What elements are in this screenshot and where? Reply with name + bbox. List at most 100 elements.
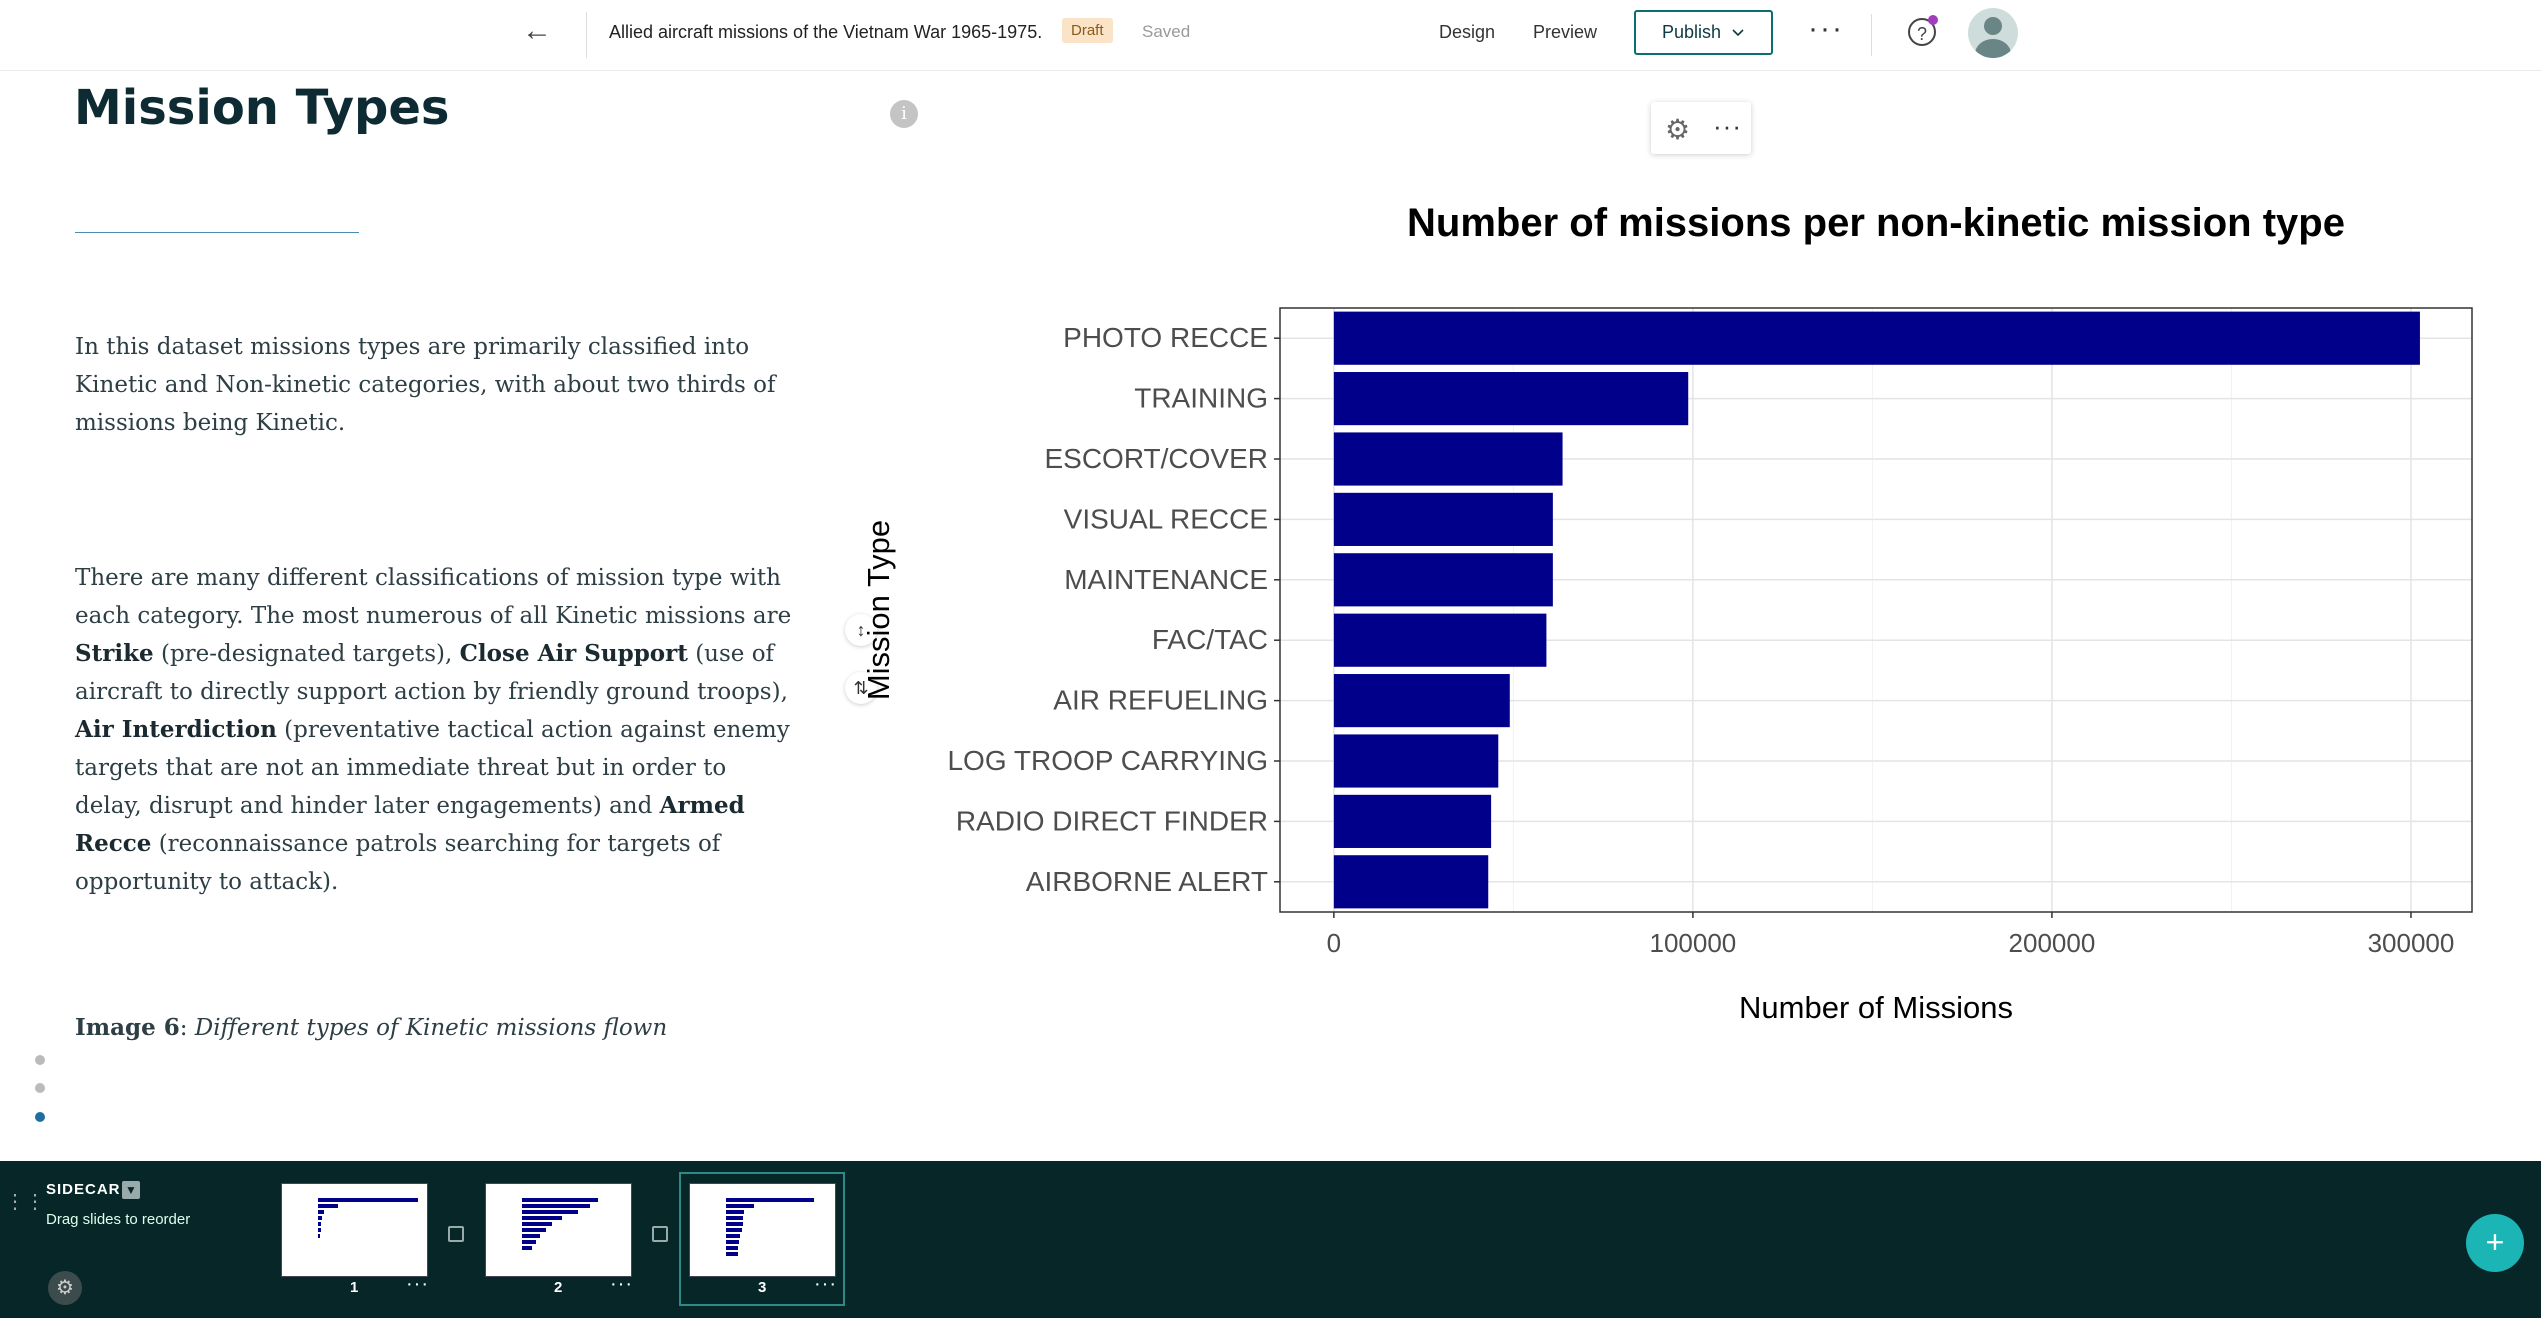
- gear-icon[interactable]: ⚙: [1665, 114, 1691, 145]
- more-options-icon[interactable]: ···: [1808, 12, 1844, 45]
- caption-text: Different types of Kinetic missions flow…: [194, 1015, 668, 1041]
- x-axis-label: Number of Missions: [1739, 990, 2013, 1025]
- bold-term: Close Air Support: [459, 640, 688, 667]
- thumb-bar: [726, 1210, 744, 1214]
- slide-thumbnail-1[interactable]: [281, 1183, 428, 1277]
- thumb-bar: [318, 1198, 418, 1202]
- story-title: Allied aircraft missions of the Vietnam …: [609, 22, 1043, 42]
- info-icon[interactable]: i: [890, 100, 918, 128]
- bold-term: Air Interdiction: [75, 716, 277, 743]
- y-tick-label: VISUAL RECCE: [1064, 503, 1268, 534]
- slide-thumbnail-2[interactable]: [485, 1183, 632, 1277]
- thumb-bar: [522, 1246, 532, 1250]
- bar: [1333, 613, 1547, 667]
- x-tick-label: 300000: [2368, 928, 2455, 958]
- preview-button[interactable]: Preview: [1533, 22, 1598, 42]
- thumb-bar: [318, 1222, 321, 1226]
- more-options-icon[interactable]: ···: [610, 1273, 633, 1295]
- paragraph-intro: In this dataset missions types are prima…: [75, 334, 776, 436]
- thumb-bar: [318, 1204, 338, 1208]
- y-tick-label: PHOTO RECCE: [1063, 322, 1268, 353]
- drag-handle-icon[interactable]: ⋮⋮: [5, 1191, 45, 1213]
- page-title: Mission Types: [74, 80, 450, 136]
- thumb-bar: [726, 1216, 743, 1220]
- x-tick-label: 100000: [1650, 928, 1737, 958]
- avatar[interactable]: [1968, 8, 2018, 58]
- more-options-icon[interactable]: ···: [1713, 111, 1742, 141]
- plot-border: [1279, 307, 2473, 913]
- bar-chart: PHOTO RECCE TRAINING ESCORT/COVER VISUAL RE…: [861, 201, 2473, 1025]
- publish-label: Publish: [1661, 22, 1722, 42]
- y-tick-label: ESCORT/COVER: [1044, 443, 1268, 474]
- bar: [1333, 855, 1489, 909]
- settings-icon[interactable]: ⚙: [48, 1271, 82, 1305]
- thumb-bar: [318, 1210, 324, 1214]
- image-caption: Image 6: Different types of Kinetic miss…: [75, 1014, 668, 1041]
- text-run: There are many different classifications…: [75, 565, 792, 629]
- caption-label: Image 6: [75, 1014, 180, 1041]
- thumb-bar: [522, 1228, 546, 1232]
- y-tick-label: AIRBORNE ALERT: [1026, 866, 1268, 897]
- bar: [1333, 372, 1689, 426]
- chevron-down-icon: [1732, 28, 1744, 36]
- divider: [75, 232, 359, 233]
- slide-dot-2[interactable]: [35, 1083, 45, 1093]
- chevron-down-icon[interactable]: ▼: [122, 1181, 140, 1199]
- media-toolbar: ⚙ ···: [1651, 102, 1751, 154]
- text-run: (use of aircraft to directly support act…: [75, 641, 788, 705]
- y-tick-label: RADIO DIRECT FINDER: [956, 805, 1268, 836]
- bold-term: Armed Recce: [75, 792, 745, 857]
- thumb-bar: [522, 1204, 590, 1208]
- help-icon[interactable]: ?: [1908, 18, 1936, 46]
- avatar-body: [1975, 39, 2011, 58]
- save-status: Saved: [1142, 22, 1191, 41]
- thumb-bar: [726, 1246, 738, 1250]
- bar: [1333, 794, 1492, 848]
- more-options-icon[interactable]: ···: [406, 1273, 429, 1295]
- bold-term: Strike: [75, 640, 154, 667]
- y-tick-label: AIR REFUELING: [1053, 685, 1268, 716]
- add-slide-button[interactable]: +: [2466, 1214, 2524, 1272]
- thumb-bar: [318, 1216, 322, 1220]
- duplicate-icon[interactable]: [652, 1226, 668, 1242]
- bar: [1333, 553, 1553, 607]
- slide-dot-3[interactable]: [35, 1112, 45, 1122]
- thumb-bar: [726, 1204, 754, 1208]
- publish-button[interactable]: Publish: [1634, 10, 1773, 55]
- arrow-left-icon[interactable]: ←: [522, 14, 552, 47]
- y-tick-label: LOG TROOP CARRYING: [947, 745, 1268, 776]
- thumb-bar: [522, 1216, 562, 1220]
- thumb-bar: [318, 1228, 321, 1232]
- thumb-bar: [522, 1210, 578, 1214]
- duplicate-icon[interactable]: [448, 1226, 464, 1242]
- slide-dot-1[interactable]: [35, 1055, 45, 1065]
- chart-title: Number of missions per non-kinetic missi…: [1407, 201, 2345, 245]
- paragraph-mission-types: There are many different classifications…: [75, 559, 795, 901]
- design-button[interactable]: Design: [1439, 22, 1496, 42]
- top-bar: ← Allied aircraft missions of the Vietna…: [0, 0, 2541, 71]
- bar: [1333, 432, 1563, 486]
- avatar-head: [1984, 17, 2002, 35]
- reorder-hint: Drag slides to reorder: [46, 1211, 191, 1228]
- bar: [1333, 734, 1499, 788]
- more-options-icon[interactable]: ···: [814, 1273, 837, 1295]
- thumb-bar: [522, 1198, 598, 1202]
- y-axis-label: Mission Type: [861, 520, 896, 700]
- bar: [1333, 674, 1510, 728]
- status-badge: Draft: [1062, 18, 1113, 43]
- resize-icon[interactable]: ↕: [845, 614, 877, 646]
- x-tick-label: 200000: [2009, 928, 2096, 958]
- y-tick-label: FAC/TAC: [1152, 624, 1268, 655]
- slide-number: 2: [554, 1279, 563, 1296]
- swap-icon[interactable]: ⇅: [845, 672, 877, 704]
- text-run: (preventative tactical action against en…: [75, 717, 790, 819]
- notification-dot: [1928, 15, 1938, 25]
- thumb-bar: [522, 1240, 536, 1244]
- sidecar-label: SIDECAR: [46, 1181, 121, 1198]
- slide-thumbnail-3[interactable]: [689, 1183, 836, 1277]
- bar: [1333, 492, 1553, 546]
- text-run: (pre-designated targets),: [153, 641, 460, 667]
- thumb-bar: [726, 1252, 738, 1256]
- thumb-bar: [726, 1228, 742, 1232]
- sidecar-footer: ⋮⋮ SIDECAR ▼ Drag slides to reorder ⚙ 1 …: [0, 1161, 2541, 1318]
